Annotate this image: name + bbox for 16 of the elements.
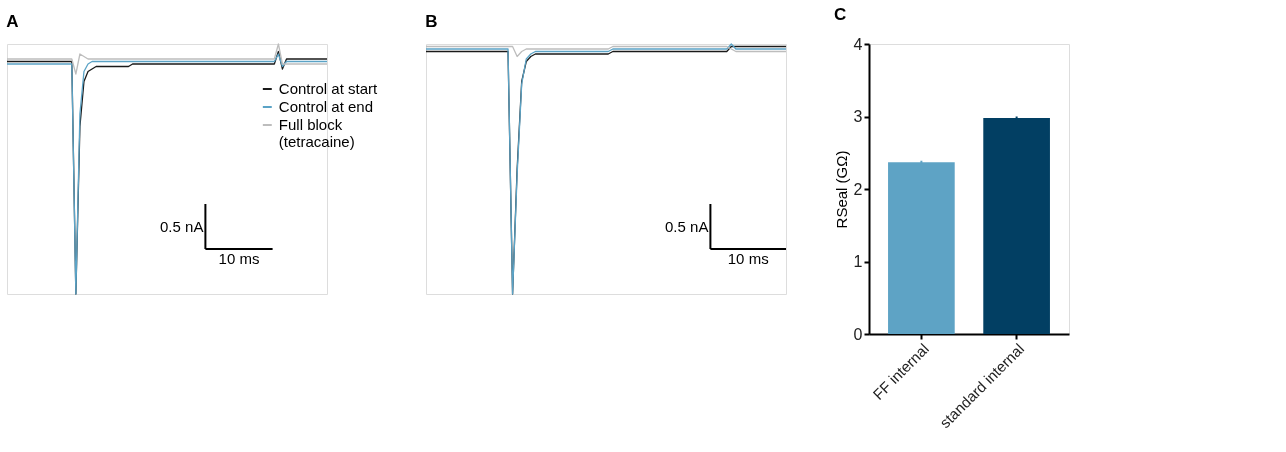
- y-tick-label: 1: [853, 253, 863, 270]
- legend-label: Control at end: [278, 98, 374, 115]
- legend-label: Control at start: [278, 80, 378, 97]
- legend-label: Full block (tetracaine): [278, 116, 355, 150]
- annotation: 10 ms: [727, 250, 769, 267]
- y-tick-label: 3: [853, 108, 863, 125]
- chart-title: B: [425, 12, 438, 32]
- y-axis-title: RSeal (GΩ): [832, 150, 850, 229]
- annotation: 10 ms: [218, 250, 260, 267]
- annotation: 0.5 nA: [665, 217, 709, 235]
- annotation: 0.5 nA: [160, 217, 204, 235]
- y-tick-label: 0: [853, 325, 863, 343]
- y-tick-label: 4: [853, 35, 863, 53]
- y-tick-label: 2: [853, 180, 863, 198]
- chart-title: A: [6, 12, 19, 32]
- chart-title: C: [834, 5, 847, 24]
